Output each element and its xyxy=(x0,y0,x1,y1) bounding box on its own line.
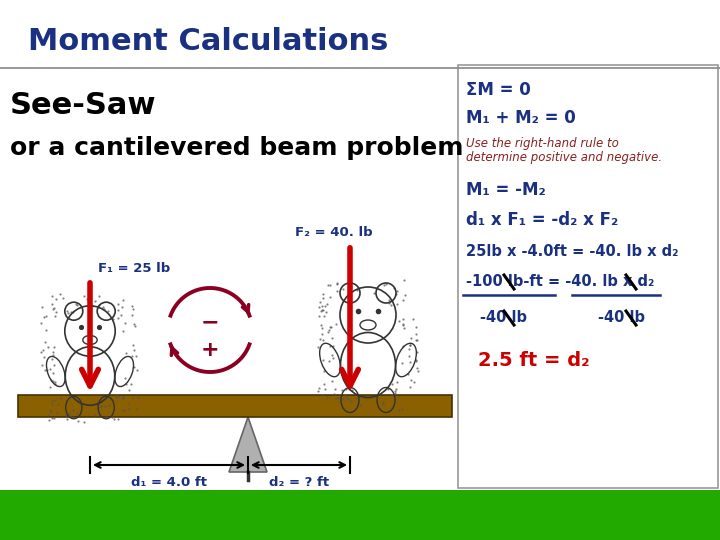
Text: -40 lb: -40 lb xyxy=(480,310,527,326)
Text: determine positive and negative.: determine positive and negative. xyxy=(466,152,662,165)
Text: See-Saw: See-Saw xyxy=(10,91,156,119)
Text: or a cantilevered beam problem: or a cantilevered beam problem xyxy=(10,136,464,160)
Text: +: + xyxy=(201,340,220,360)
Text: 25lb x -4.0ft = -40. lb x d₂: 25lb x -4.0ft = -40. lb x d₂ xyxy=(466,245,678,260)
Text: F₂ = 40. lb: F₂ = 40. lb xyxy=(295,226,373,239)
Text: Use the right-hand rule to: Use the right-hand rule to xyxy=(466,137,619,150)
Text: d₁ = 4.0 ft: d₁ = 4.0 ft xyxy=(131,476,207,489)
Text: M₁ + M₂ = 0: M₁ + M₂ = 0 xyxy=(466,109,576,127)
Text: d₁ x F₁ = -d₂ x F₂: d₁ x F₁ = -d₂ x F₂ xyxy=(466,211,618,229)
Polygon shape xyxy=(229,417,267,472)
Bar xyxy=(18,395,452,417)
Text: F₁ = 25 lb: F₁ = 25 lb xyxy=(98,261,170,274)
Text: ΣM = 0: ΣM = 0 xyxy=(466,81,531,99)
Text: M₁ = -M₂: M₁ = -M₂ xyxy=(466,181,546,199)
Text: −: − xyxy=(201,312,220,332)
Text: -100 lb-ft = -40. lb x d₂: -100 lb-ft = -40. lb x d₂ xyxy=(466,274,654,289)
Text: Moment Calculations: Moment Calculations xyxy=(28,28,388,57)
Bar xyxy=(0,490,720,540)
Text: 2.5 ft = d₂: 2.5 ft = d₂ xyxy=(478,350,590,369)
Bar xyxy=(458,65,718,488)
Text: d₂ = ? ft: d₂ = ? ft xyxy=(269,476,329,489)
Text: -40 lb: -40 lb xyxy=(598,310,645,326)
